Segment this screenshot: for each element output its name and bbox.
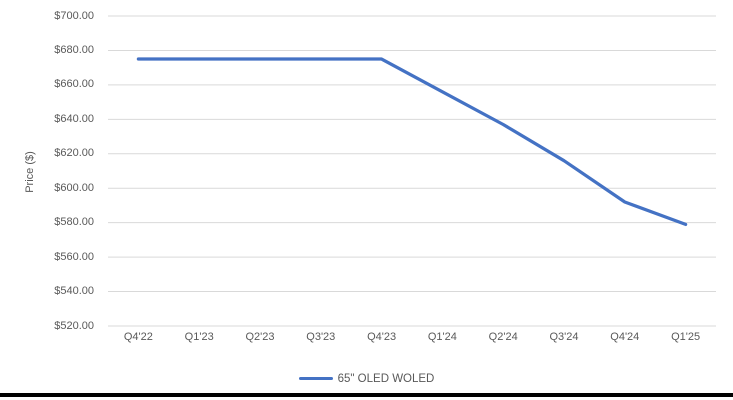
- x-tick-label: Q3'24: [549, 331, 579, 343]
- legend: 65" OLED WOLED: [0, 371, 733, 386]
- y-tick-label: $660.00: [54, 78, 94, 91]
- y-tick-label: $680.00: [54, 43, 94, 56]
- y-tick-label: $700.00: [54, 9, 94, 22]
- x-tick-label: Q4'22: [123, 331, 153, 343]
- y-tick-label: $520.00: [54, 319, 94, 332]
- x-tick-label: Q4'23: [367, 331, 397, 343]
- legend-label: 65" OLED WOLED: [337, 372, 435, 385]
- y-axis-title: Price ($): [24, 151, 36, 193]
- x-tick-label: Q3'23: [306, 331, 336, 343]
- y-tick-label: $640.00: [54, 112, 94, 125]
- bottom-border: [0, 393, 733, 397]
- x-tick-label: Q2'23: [245, 331, 275, 343]
- y-tick-label: $620.00: [54, 147, 94, 160]
- series-line-65-oled-woled: [136, 57, 688, 227]
- x-tick-label: Q1'24: [427, 331, 457, 343]
- x-tick-label: Q1'25: [671, 331, 701, 343]
- legend-line-swatch: [298, 376, 333, 381]
- x-tick-label: Q1'23: [184, 331, 214, 343]
- y-tick-label: $560.00: [54, 250, 94, 263]
- y-tick-label: $600.00: [54, 181, 94, 194]
- x-tick-label: Q4'24: [610, 331, 640, 343]
- y-tick-label: $580.00: [54, 216, 94, 229]
- y-tick-label: $540.00: [54, 285, 94, 298]
- x-tick-label: Q2'24: [488, 331, 518, 343]
